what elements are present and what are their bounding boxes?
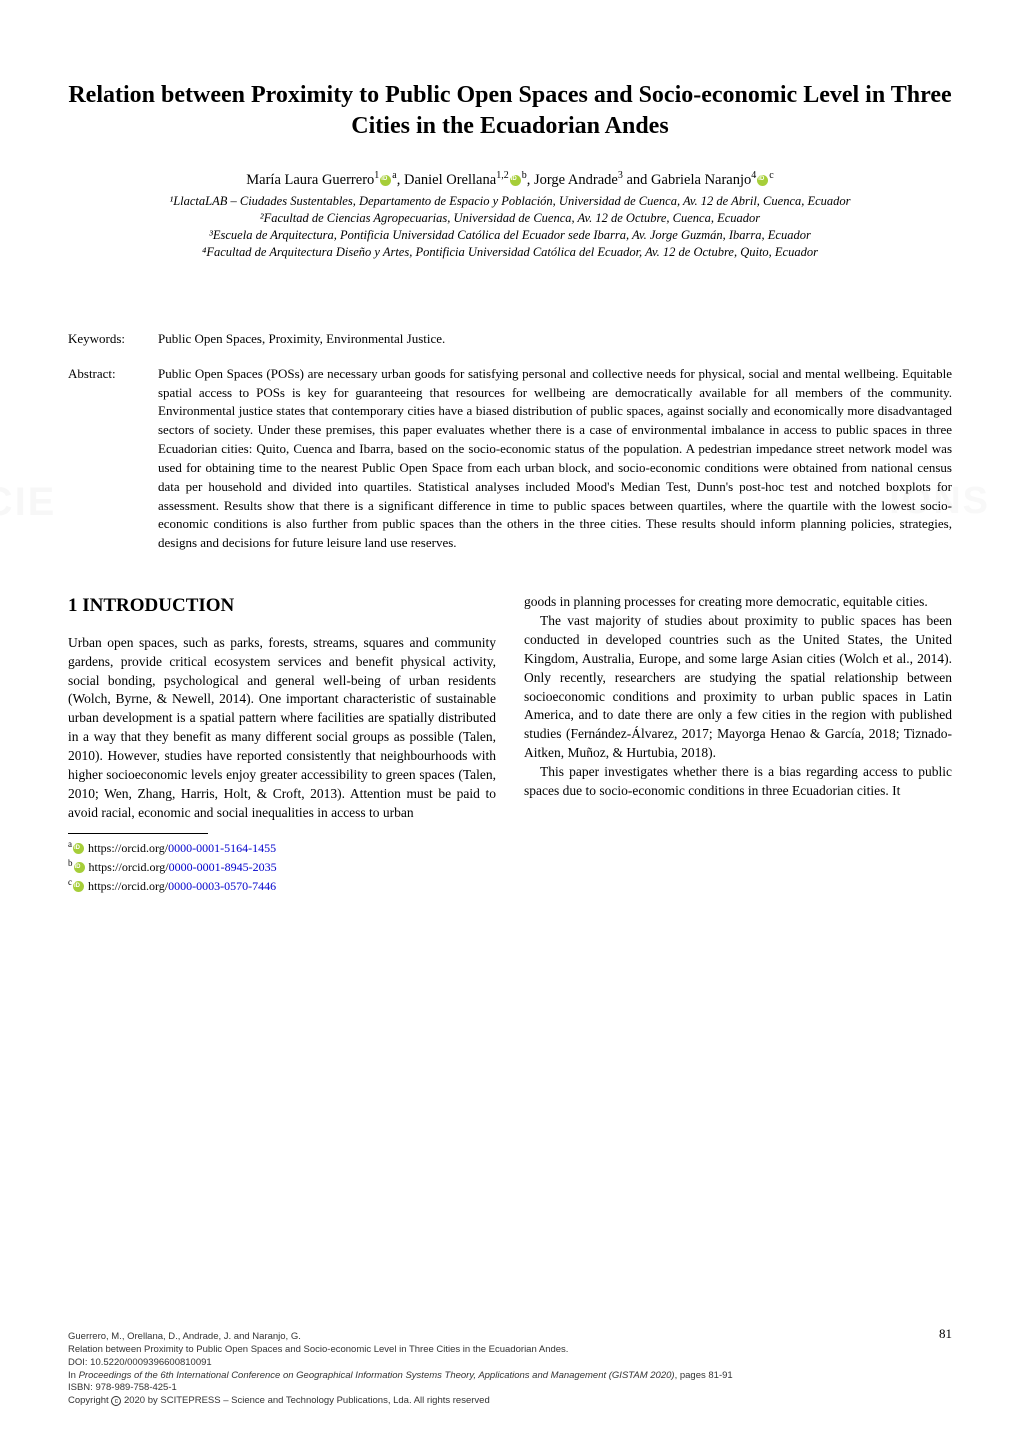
authors-line: María Laura Guerrero1a, Daniel Orellana1… xyxy=(68,170,952,189)
intro-para-3: The vast majority of studies about proxi… xyxy=(524,612,952,763)
footer-authors: Guerrero, M., Orellana, D., Andrade, J. … xyxy=(68,1331,952,1344)
footnote-c: c https://orcid.org/0000-0003-0570-7446 xyxy=(68,876,496,895)
author-4-affil: 4 xyxy=(751,170,756,181)
footer-copyright: Copyright c 2020 by SCITEPRESS – Science… xyxy=(68,1395,952,1408)
footnotes: a https://orcid.org/0000-0001-5164-1455 … xyxy=(68,838,496,895)
footer-isbn: ISBN: 978-989-758-425-1 xyxy=(68,1382,952,1395)
footnote-a-link[interactable]: 0000-0001-5164-1455 xyxy=(168,841,276,855)
body-columns: 1 INTRODUCTION Urban open spaces, such a… xyxy=(68,593,952,895)
author-1-note: a xyxy=(392,170,396,181)
footnote-a-label: a xyxy=(68,839,72,849)
column-left: 1 INTRODUCTION Urban open spaces, such a… xyxy=(68,593,496,895)
keywords-text: Public Open Spaces, Proximity, Environme… xyxy=(158,331,952,347)
footnote-a: a https://orcid.org/0000-0001-5164-1455 xyxy=(68,838,496,857)
orcid-icon xyxy=(74,862,85,873)
abstract-text: Public Open Spaces (POSs) are necessary … xyxy=(158,365,952,553)
affiliation-2: ²Facultad de Ciencias Agropecuarias, Uni… xyxy=(68,210,952,227)
footnote-a-prefix: https://orcid.org/ xyxy=(88,841,168,855)
orcid-icon xyxy=(73,881,84,892)
footnote-b-link[interactable]: 0000-0001-8945-2035 xyxy=(169,860,277,874)
column-right: goods in planning processes for creating… xyxy=(524,593,952,895)
footnote-c-prefix: https://orcid.org/ xyxy=(88,879,168,893)
author-1: María Laura Guerrero xyxy=(246,172,374,188)
affiliation-4: ⁴Facultad de Arquitectura Diseño y Artes… xyxy=(68,244,952,261)
section-heading-intro: 1 INTRODUCTION xyxy=(68,593,496,620)
keywords-label: Keywords: xyxy=(68,331,158,347)
orcid-icon xyxy=(510,175,521,186)
intro-para-1: Urban open spaces, such as parks, forest… xyxy=(68,634,496,823)
intro-para-2: goods in planning processes for creating… xyxy=(524,593,952,612)
footnote-separator xyxy=(68,833,208,834)
orcid-icon xyxy=(757,175,768,186)
footer-proceedings: In Proceedings of the 6th International … xyxy=(68,1370,952,1383)
keywords-row: Keywords: Public Open Spaces, Proximity,… xyxy=(68,331,952,347)
affiliations: ¹LlactaLAB – Ciudades Sustentables, Depa… xyxy=(68,193,952,261)
author-3: Jorge Andrade xyxy=(534,172,618,188)
footer-proceedings-italic: Proceedings of the 6th International Con… xyxy=(79,1370,675,1381)
footnote-b-label: b xyxy=(68,858,73,868)
author-2: Daniel Orellana xyxy=(404,172,496,188)
footer-block: Guerrero, M., Orellana, D., Andrade, J. … xyxy=(68,1331,952,1408)
abstract-row: Abstract: Public Open Spaces (POSs) are … xyxy=(68,365,952,553)
orcid-icon xyxy=(380,175,391,186)
author-4-note: c xyxy=(769,170,773,181)
author-2-note: b xyxy=(522,170,527,181)
author-2-affil: 1,2 xyxy=(496,170,509,181)
footnote-c-label: c xyxy=(68,877,72,887)
footnote-b-prefix: https://orcid.org/ xyxy=(89,860,169,874)
author-4: Gabriela Naranjo xyxy=(651,172,751,188)
footer-title: Relation between Proximity to Public Ope… xyxy=(68,1344,952,1357)
orcid-icon xyxy=(73,843,84,854)
copyright-icon: c xyxy=(111,1396,121,1406)
intro-para-4: This paper investigates whether there is… xyxy=(524,763,952,801)
abstract-label: Abstract: xyxy=(68,365,158,553)
footer-doi: DOI: 10.5220/0009396600810091 xyxy=(68,1357,952,1370)
footnote-b: b https://orcid.org/0000-0001-8945-2035 xyxy=(68,857,496,876)
watermark-left: SCIE xyxy=(0,480,56,525)
affiliation-1: ¹LlactaLAB – Ciudades Sustentables, Depa… xyxy=(68,193,952,210)
author-1-affil: 1 xyxy=(374,170,379,181)
paper-title: Relation between Proximity to Public Ope… xyxy=(68,80,952,142)
footnote-c-link[interactable]: 0000-0003-0570-7446 xyxy=(168,879,276,893)
author-3-affil: 3 xyxy=(618,170,623,181)
affiliation-3: ³Escuela de Arquitectura, Pontificia Uni… xyxy=(68,227,952,244)
